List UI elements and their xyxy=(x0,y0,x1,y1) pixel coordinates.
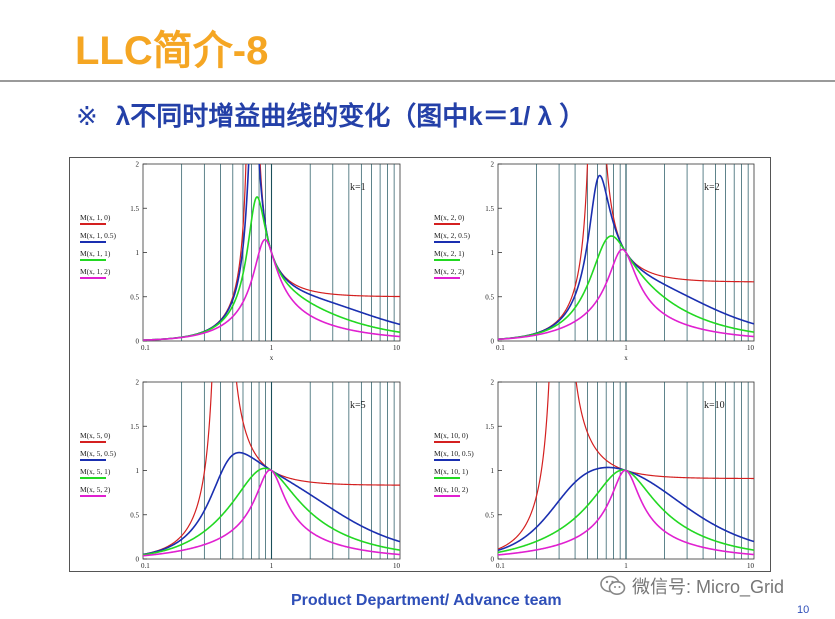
x-tick-label: 10 xyxy=(393,562,401,570)
y-tick-label: 2 xyxy=(491,379,495,387)
x-axis-label: x xyxy=(624,354,628,362)
slide-subtitle: ※ λ不同时增益曲线的变化（图中k＝1/ λ ） xyxy=(76,96,585,133)
legend-label: M(x, 1, 2) xyxy=(80,267,111,276)
k-annotation: k=10 xyxy=(704,400,725,411)
x-axis-label: x xyxy=(270,354,274,362)
y-tick-label: 2 xyxy=(491,161,495,169)
legend-label: M(x, 5, 0.5) xyxy=(80,449,117,458)
legend-label: M(x, 10, 0.5) xyxy=(434,449,474,458)
series-line-3 xyxy=(498,469,754,556)
y-tick-label: 1.5 xyxy=(485,205,494,213)
y-tick-label: 1.5 xyxy=(130,423,139,431)
y-tick-label: 1 xyxy=(491,249,495,257)
x-tick-label: 10 xyxy=(393,344,401,352)
k-annotation: k=1 xyxy=(350,182,366,193)
x-tick-label: 1 xyxy=(624,562,628,570)
gain-chart-5: 0 0.5 1 1.5 2 0.1 1 10 k=5 M(x, 5, 0) M(x, 5, 0.5)… xyxy=(80,379,401,570)
legend-label: M(x, 2, 1) xyxy=(434,249,465,258)
footer-text: Product Department/ Advance team xyxy=(291,592,562,609)
subtitle-text: λ不同时增益曲线的变化（图中k＝1/ λ ） xyxy=(115,101,586,131)
legend-label: M(x, 2, 0) xyxy=(434,213,465,222)
watermark-text: 微信号: Micro_Grid xyxy=(632,577,785,597)
legend-label: M(x, 10, 2) xyxy=(434,485,469,494)
legend-label: M(x, 10, 1) xyxy=(434,467,469,476)
x-tick-label: 1 xyxy=(624,344,628,352)
y-tick-label: 0 xyxy=(491,556,495,564)
y-tick-label: 0.5 xyxy=(130,511,139,519)
y-tick-label: 2 xyxy=(136,161,140,169)
k-annotation: k=5 xyxy=(350,400,366,411)
x-tick-label: 0.1 xyxy=(496,562,505,570)
y-tick-label: 0.5 xyxy=(130,293,139,301)
y-tick-label: 1 xyxy=(136,249,140,257)
legend-label: M(x, 5, 1) xyxy=(80,467,111,476)
x-tick-label: 0.1 xyxy=(141,562,150,570)
x-tick-label: 0.1 xyxy=(496,344,505,352)
y-tick-label: 1.5 xyxy=(130,205,139,213)
x-tick-label: 10 xyxy=(747,344,755,352)
reference-mark: ※ xyxy=(76,101,98,131)
x-tick-label: 0.1 xyxy=(141,344,150,352)
slide-title: LLC简介-8 xyxy=(75,29,269,73)
series-line-3 xyxy=(143,469,400,557)
page-number: 10 xyxy=(797,604,810,616)
x-tick-label: 1 xyxy=(270,562,274,570)
gain-chart-2: 0 0.5 1 1.5 2 0.1 1 10 x k=2 M(x, 2, 0) M(x, 2, 0.5… xyxy=(434,161,755,362)
series-line-3 xyxy=(143,238,400,341)
y-tick-label: 0.5 xyxy=(485,511,494,519)
legend-label: M(x, 1, 0.5) xyxy=(80,231,117,240)
y-tick-label: 2 xyxy=(136,379,140,387)
legend-label: M(x, 5, 2) xyxy=(80,485,111,494)
y-tick-label: 0 xyxy=(136,338,140,346)
x-tick-label: 10 xyxy=(747,562,755,570)
gain-chart-10: 0 0.5 1 1.5 2 0.1 1 10 k=10 M(x, 10, 0) M(x, 10, 0… xyxy=(434,379,755,570)
legend-label: M(x, 1, 0) xyxy=(80,213,111,222)
y-tick-label: 1 xyxy=(491,467,495,475)
x-tick-label: 1 xyxy=(270,344,274,352)
y-tick-label: 0 xyxy=(136,556,140,564)
legend-label: M(x, 5, 0) xyxy=(80,431,111,440)
title-divider xyxy=(0,80,835,82)
legend-label: M(x, 2, 0.5) xyxy=(434,231,471,240)
legend-label: M(x, 10, 0) xyxy=(434,431,469,440)
gain-chart-1: 0 0.5 1 1.5 2 0.1 1 10 x k=1 M(x, 1, 0) M(x, 1, 0.5… xyxy=(80,161,401,362)
legend-label: M(x, 2, 2) xyxy=(434,267,465,276)
y-tick-label: 1 xyxy=(136,467,140,475)
y-tick-label: 1.5 xyxy=(485,423,494,431)
watermark: 微信号: Micro_Grid xyxy=(600,573,784,602)
y-tick-label: 0 xyxy=(491,338,495,346)
wechat-icon xyxy=(600,575,626,602)
gain-curves-figure: 0 0.5 1 1.5 2 0.1 1 10 x k=1 M(x, 1, 0) M(x, 1, 0.5… xyxy=(69,157,771,572)
k-annotation: k=2 xyxy=(704,182,720,193)
y-tick-label: 0.5 xyxy=(485,293,494,301)
legend-label: M(x, 1, 1) xyxy=(80,249,111,258)
series-line-3 xyxy=(498,248,754,341)
